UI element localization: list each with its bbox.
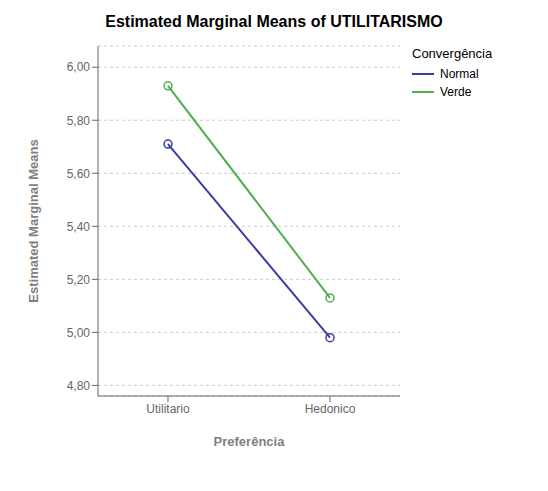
svg-text:Hedonico: Hedonico [305,402,356,416]
svg-text:Estimated Marginal Means: Estimated Marginal Means [26,139,41,302]
svg-text:5,20: 5,20 [67,273,91,287]
svg-text:5,60: 5,60 [67,167,91,181]
svg-text:4,80: 4,80 [67,379,91,393]
svg-text:Preferência: Preferência [214,434,286,449]
html-text:Normal: Normal [440,67,479,81]
svg-text:5,00: 5,00 [67,326,91,340]
html-text:Estimated Marginal Means of UT: Estimated Marginal Means of UTILITARISMO [105,13,443,30]
html-text:Convergência: Convergência [412,46,493,61]
svg-text:5,80: 5,80 [67,114,91,128]
svg-text:6,00: 6,00 [67,60,91,74]
svg-text:5,40: 5,40 [67,220,91,234]
svg-text:Utilitario: Utilitario [146,402,190,416]
html-text:Verde: Verde [440,85,472,99]
